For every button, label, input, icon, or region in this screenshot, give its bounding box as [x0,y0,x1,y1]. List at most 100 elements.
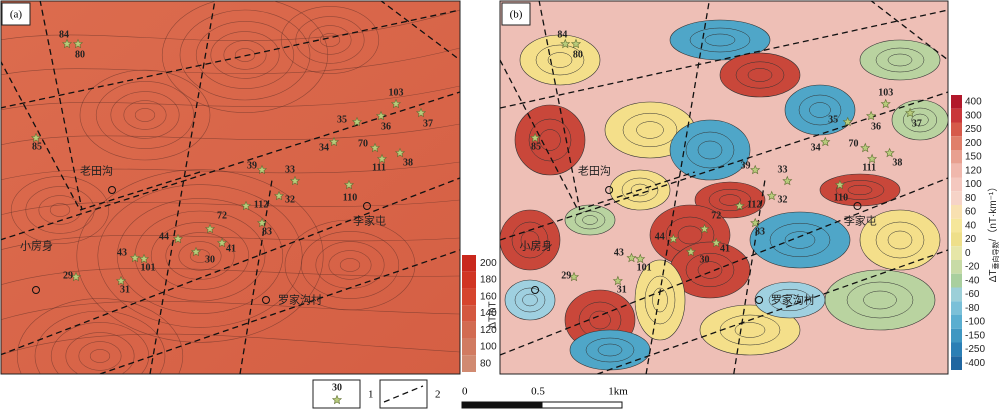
drill-site [866,110,877,121]
drill-site [415,107,427,118]
site-label: 112 [747,199,761,210]
site-label: 85 [32,141,42,152]
colorbar-swatch [462,288,476,306]
contour [50,322,150,374]
colorbar-swatch [951,301,962,315]
contour [582,215,598,225]
anomaly [859,209,941,271]
contour [195,21,295,89]
anomaly [500,209,561,271]
contour [1,47,460,76]
site-label: 84 [59,29,69,40]
drill-site [842,116,853,127]
contour [34,310,166,374]
contour [1,267,460,286]
colorbar-label: -20 [965,262,980,273]
contour [1,333,460,356]
contour [89,349,111,363]
colorbar-label: -100 [965,317,985,328]
fault [500,9,948,109]
drill-site [699,223,710,234]
legend-item: 1 [368,389,374,401]
contour [747,68,773,82]
colorbar-swatch [951,177,962,192]
site-label: 41 [720,243,730,254]
place-name: 李家屯 [353,214,386,228]
drill-site [711,237,722,248]
legend-item: 2 [435,389,441,401]
drill-site [834,179,845,190]
contour [547,52,573,68]
contour [165,232,235,280]
contour [134,108,156,122]
drill-site [375,110,387,121]
colorbar-label: 160 [480,291,497,302]
fault [500,177,948,356]
place-name: 老田沟 [80,165,113,178]
contour [539,129,561,151]
colorbar-label: 100 [480,342,497,353]
site-label: 70 [849,138,859,149]
anomaly [564,204,616,236]
contour [863,290,897,310]
site-label: 33 [777,164,787,175]
site-label: 35 [828,114,838,125]
contour [911,113,929,127]
contour [178,241,222,271]
contour [97,184,303,328]
labels: (a) 84 80 85 35 103 36 37 34 70 111 38 39 33 112 32 110 7… [1,2,1000,409]
place-marker [262,296,270,304]
drill-site [72,38,84,49]
site-label: 37 [912,118,922,129]
contour [622,112,678,148]
colorbar-label: 100 [965,179,982,190]
place-marker [108,186,116,194]
anomaly [859,39,941,81]
site-label: 72 [711,210,721,221]
contour [704,33,736,47]
colorbar-swatch [951,260,962,274]
site-label: 34 [319,142,329,153]
contour [522,293,538,307]
contour [589,310,611,330]
site-label: 38 [892,157,902,168]
contour [514,287,546,313]
colorbar-title: ΔT垂向导数/（nT·km⁻¹） [987,182,1000,283]
fault [870,1,948,61]
place-marker [32,286,40,294]
colorbar-swatch [462,305,476,322]
site-label: 29 [561,270,571,281]
site-label: 111 [372,162,386,173]
site-label: 83 [755,226,765,237]
drill-site [390,98,402,109]
scale-label: 1km [608,386,628,398]
colorbar-swatch [951,205,962,219]
drill-site [204,223,216,234]
drill-site [560,38,571,49]
contour [734,322,766,338]
drill-site [138,253,150,264]
place-name: 李家屯 [844,214,877,228]
fault [1,60,201,211]
contour [887,230,913,250]
scale-bar [541,401,623,409]
contour [1,199,460,216]
colorbar-label: 120 [480,325,497,336]
colorbar-title-part: 垂向导数 [991,241,1000,269]
colorbar-label: 80 [480,358,492,369]
panel-label: (a) [10,9,23,21]
contour [685,252,735,288]
contour [636,121,664,139]
contour [768,288,812,312]
contour [295,16,365,64]
contour [902,107,938,133]
contour [319,33,341,47]
fault [39,1,83,211]
legend-sample: 30 [332,382,342,393]
site-label: 103 [389,87,404,98]
colorbar-label: 140 [480,308,497,319]
contour [328,250,372,280]
drill-site [190,246,202,257]
site-label: 31 [617,284,627,295]
colorbar-label: 80 [965,193,977,204]
